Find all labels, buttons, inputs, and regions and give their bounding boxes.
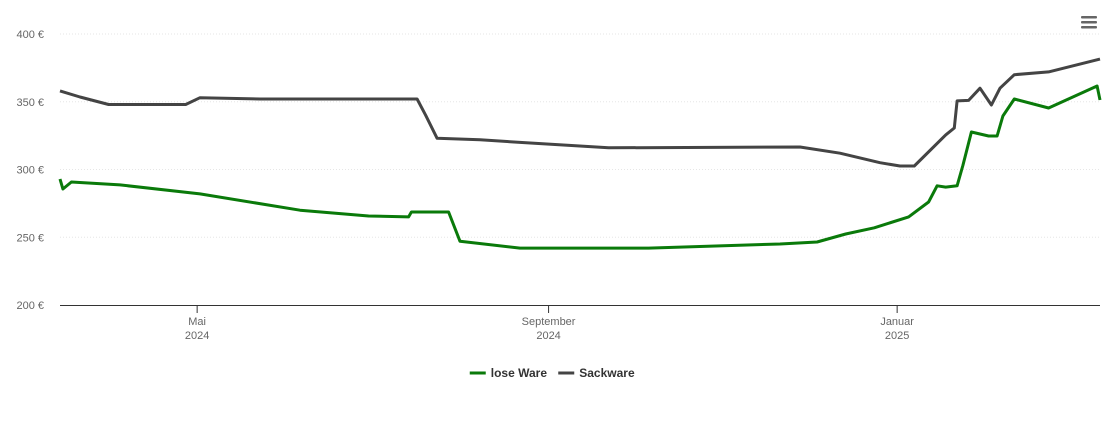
- x-tick-label: 2024: [185, 330, 209, 342]
- x-tick-label: Mai: [188, 316, 206, 328]
- y-tick-label: 250 €: [16, 232, 44, 244]
- y-tick-label: 300 €: [16, 165, 44, 177]
- menu-bar: [1081, 16, 1097, 19]
- legend-label: Sackware: [579, 366, 635, 380]
- menu-button[interactable]: [1080, 15, 1098, 30]
- series-line: [58, 84, 1102, 250]
- menu-bar: [1081, 26, 1097, 29]
- x-tick-label: 2024: [536, 330, 560, 342]
- menu-bar: [1081, 21, 1097, 24]
- series-line: [59, 57, 1101, 168]
- legend-label: lose Ware: [491, 366, 548, 380]
- y-tick-label: 350 €: [16, 97, 44, 109]
- y-tick-label: 200 €: [16, 300, 44, 312]
- x-tick-label: Januar: [880, 316, 914, 328]
- x-tick-label: 2025: [885, 330, 909, 342]
- x-tick-label: September: [522, 316, 576, 328]
- y-tick-label: 400 €: [16, 29, 44, 41]
